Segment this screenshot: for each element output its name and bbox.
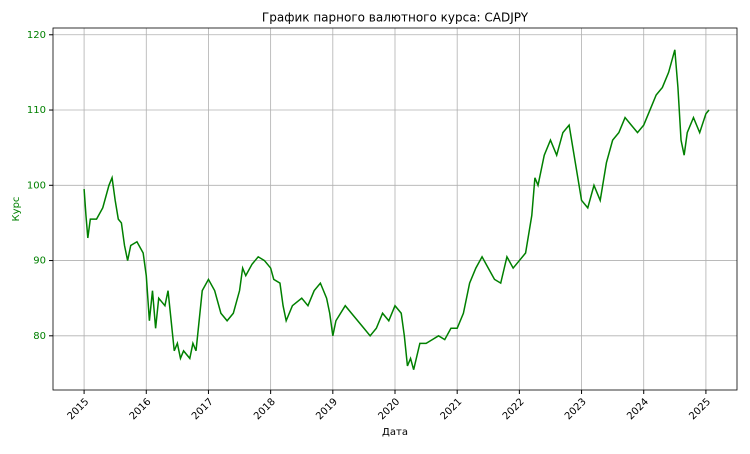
- x-tick-label: 2022: [501, 396, 527, 422]
- y-tick-label: 120: [27, 30, 46, 41]
- y-axis-label: Курс: [11, 197, 22, 222]
- x-tick-label: 2025: [687, 396, 713, 422]
- x-tick-label: 2020: [376, 396, 402, 422]
- x-tick-label: 2023: [563, 396, 589, 422]
- line: [83, 49, 710, 370]
- x-tick-label: 2016: [128, 396, 154, 422]
- x-axis-label: Дата: [382, 427, 408, 438]
- y-tick-label: 100: [27, 180, 46, 191]
- x-tick-label: 2021: [439, 396, 465, 422]
- y-tick-label: 90: [33, 256, 46, 267]
- y-tick-label: 80: [33, 331, 46, 342]
- x-tick-label: 2019: [314, 396, 340, 422]
- y-tick-label: 110: [27, 105, 46, 116]
- chart-title: График парного валютного курса: CADJPY: [262, 11, 529, 25]
- plot-frame: [52, 27, 738, 391]
- x-tick-label: 2024: [625, 396, 651, 422]
- x-tick-label: 2018: [252, 396, 278, 422]
- x-tick-label: 2017: [190, 396, 216, 422]
- x-tick-label: 2015: [66, 396, 92, 422]
